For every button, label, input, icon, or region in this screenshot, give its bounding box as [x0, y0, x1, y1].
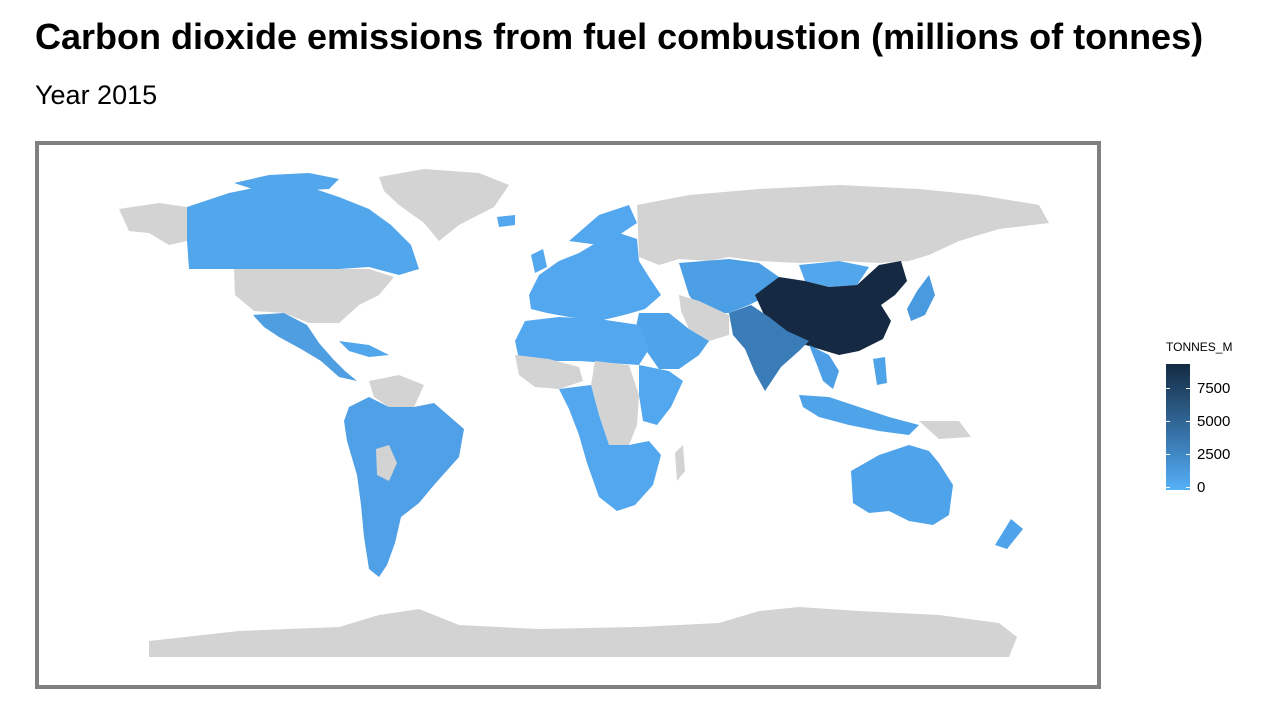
legend-tick-mark-7500-right	[1186, 388, 1190, 389]
southern-africa-region	[559, 385, 661, 511]
venezuela-region	[369, 375, 424, 407]
legend-label-5000: 5000	[1197, 413, 1231, 430]
australia-region	[851, 445, 953, 525]
antarctica-region	[149, 607, 1017, 657]
legend-label-7500: 7500	[1197, 380, 1231, 397]
iceland-region	[497, 215, 515, 227]
legend-tick-mark-5000-left	[1166, 421, 1170, 422]
indonesia-region	[799, 395, 919, 435]
uk-region	[531, 249, 547, 273]
madagascar-region	[675, 445, 685, 481]
chart-subtitle: Year 2015	[35, 80, 158, 110]
legend-colorbar	[1166, 364, 1190, 490]
china-region	[755, 261, 907, 355]
legend-tick-mark-2500-right	[1186, 454, 1190, 455]
legend-tick-mark-0-right	[1186, 487, 1190, 488]
greenland-region	[379, 169, 509, 241]
horn-of-africa-region	[639, 365, 683, 425]
mongolia-region	[799, 261, 869, 287]
south-america-region	[344, 397, 464, 577]
legend-tick-mark-5000-right	[1186, 421, 1190, 422]
central-asia-region	[679, 259, 779, 313]
bolivia-region	[376, 445, 397, 481]
japan-region	[907, 275, 935, 321]
scandinavia-region	[569, 205, 637, 245]
canada-region	[187, 185, 419, 275]
sahel-region	[515, 355, 583, 389]
usa-region	[234, 269, 394, 323]
world-map-panel	[35, 141, 1101, 689]
legend-tick-mark-7500-left	[1166, 388, 1170, 389]
legend-tick-mark-2500-left	[1166, 454, 1170, 455]
legend-label-2500: 2500	[1197, 446, 1231, 463]
philippines-region	[873, 357, 887, 385]
legend-title: TONNES_M	[1166, 340, 1233, 354]
papua-region	[919, 421, 971, 439]
central-africa-region	[591, 361, 639, 445]
southeast-asia-region	[809, 345, 839, 389]
iran-region	[679, 295, 729, 341]
europe-region	[529, 233, 661, 321]
legend: TONNES_M 7500 5000 2500 0	[1166, 340, 1266, 500]
caribbean-region	[339, 341, 389, 357]
world-map	[119, 169, 1049, 657]
india-region	[729, 305, 809, 391]
new-zealand-region	[995, 519, 1023, 549]
canada-arctic-islands	[234, 173, 339, 191]
chart-title: Carbon dioxide emissions from fuel combu…	[35, 16, 1204, 57]
mexico-region	[253, 313, 357, 381]
legend-label-0: 0	[1197, 479, 1206, 496]
alaska-region	[119, 203, 187, 245]
legend-tick-mark-0-left	[1166, 487, 1170, 488]
middle-east-region	[635, 313, 709, 369]
russia-region	[637, 185, 1049, 265]
north-africa-region	[515, 317, 649, 365]
